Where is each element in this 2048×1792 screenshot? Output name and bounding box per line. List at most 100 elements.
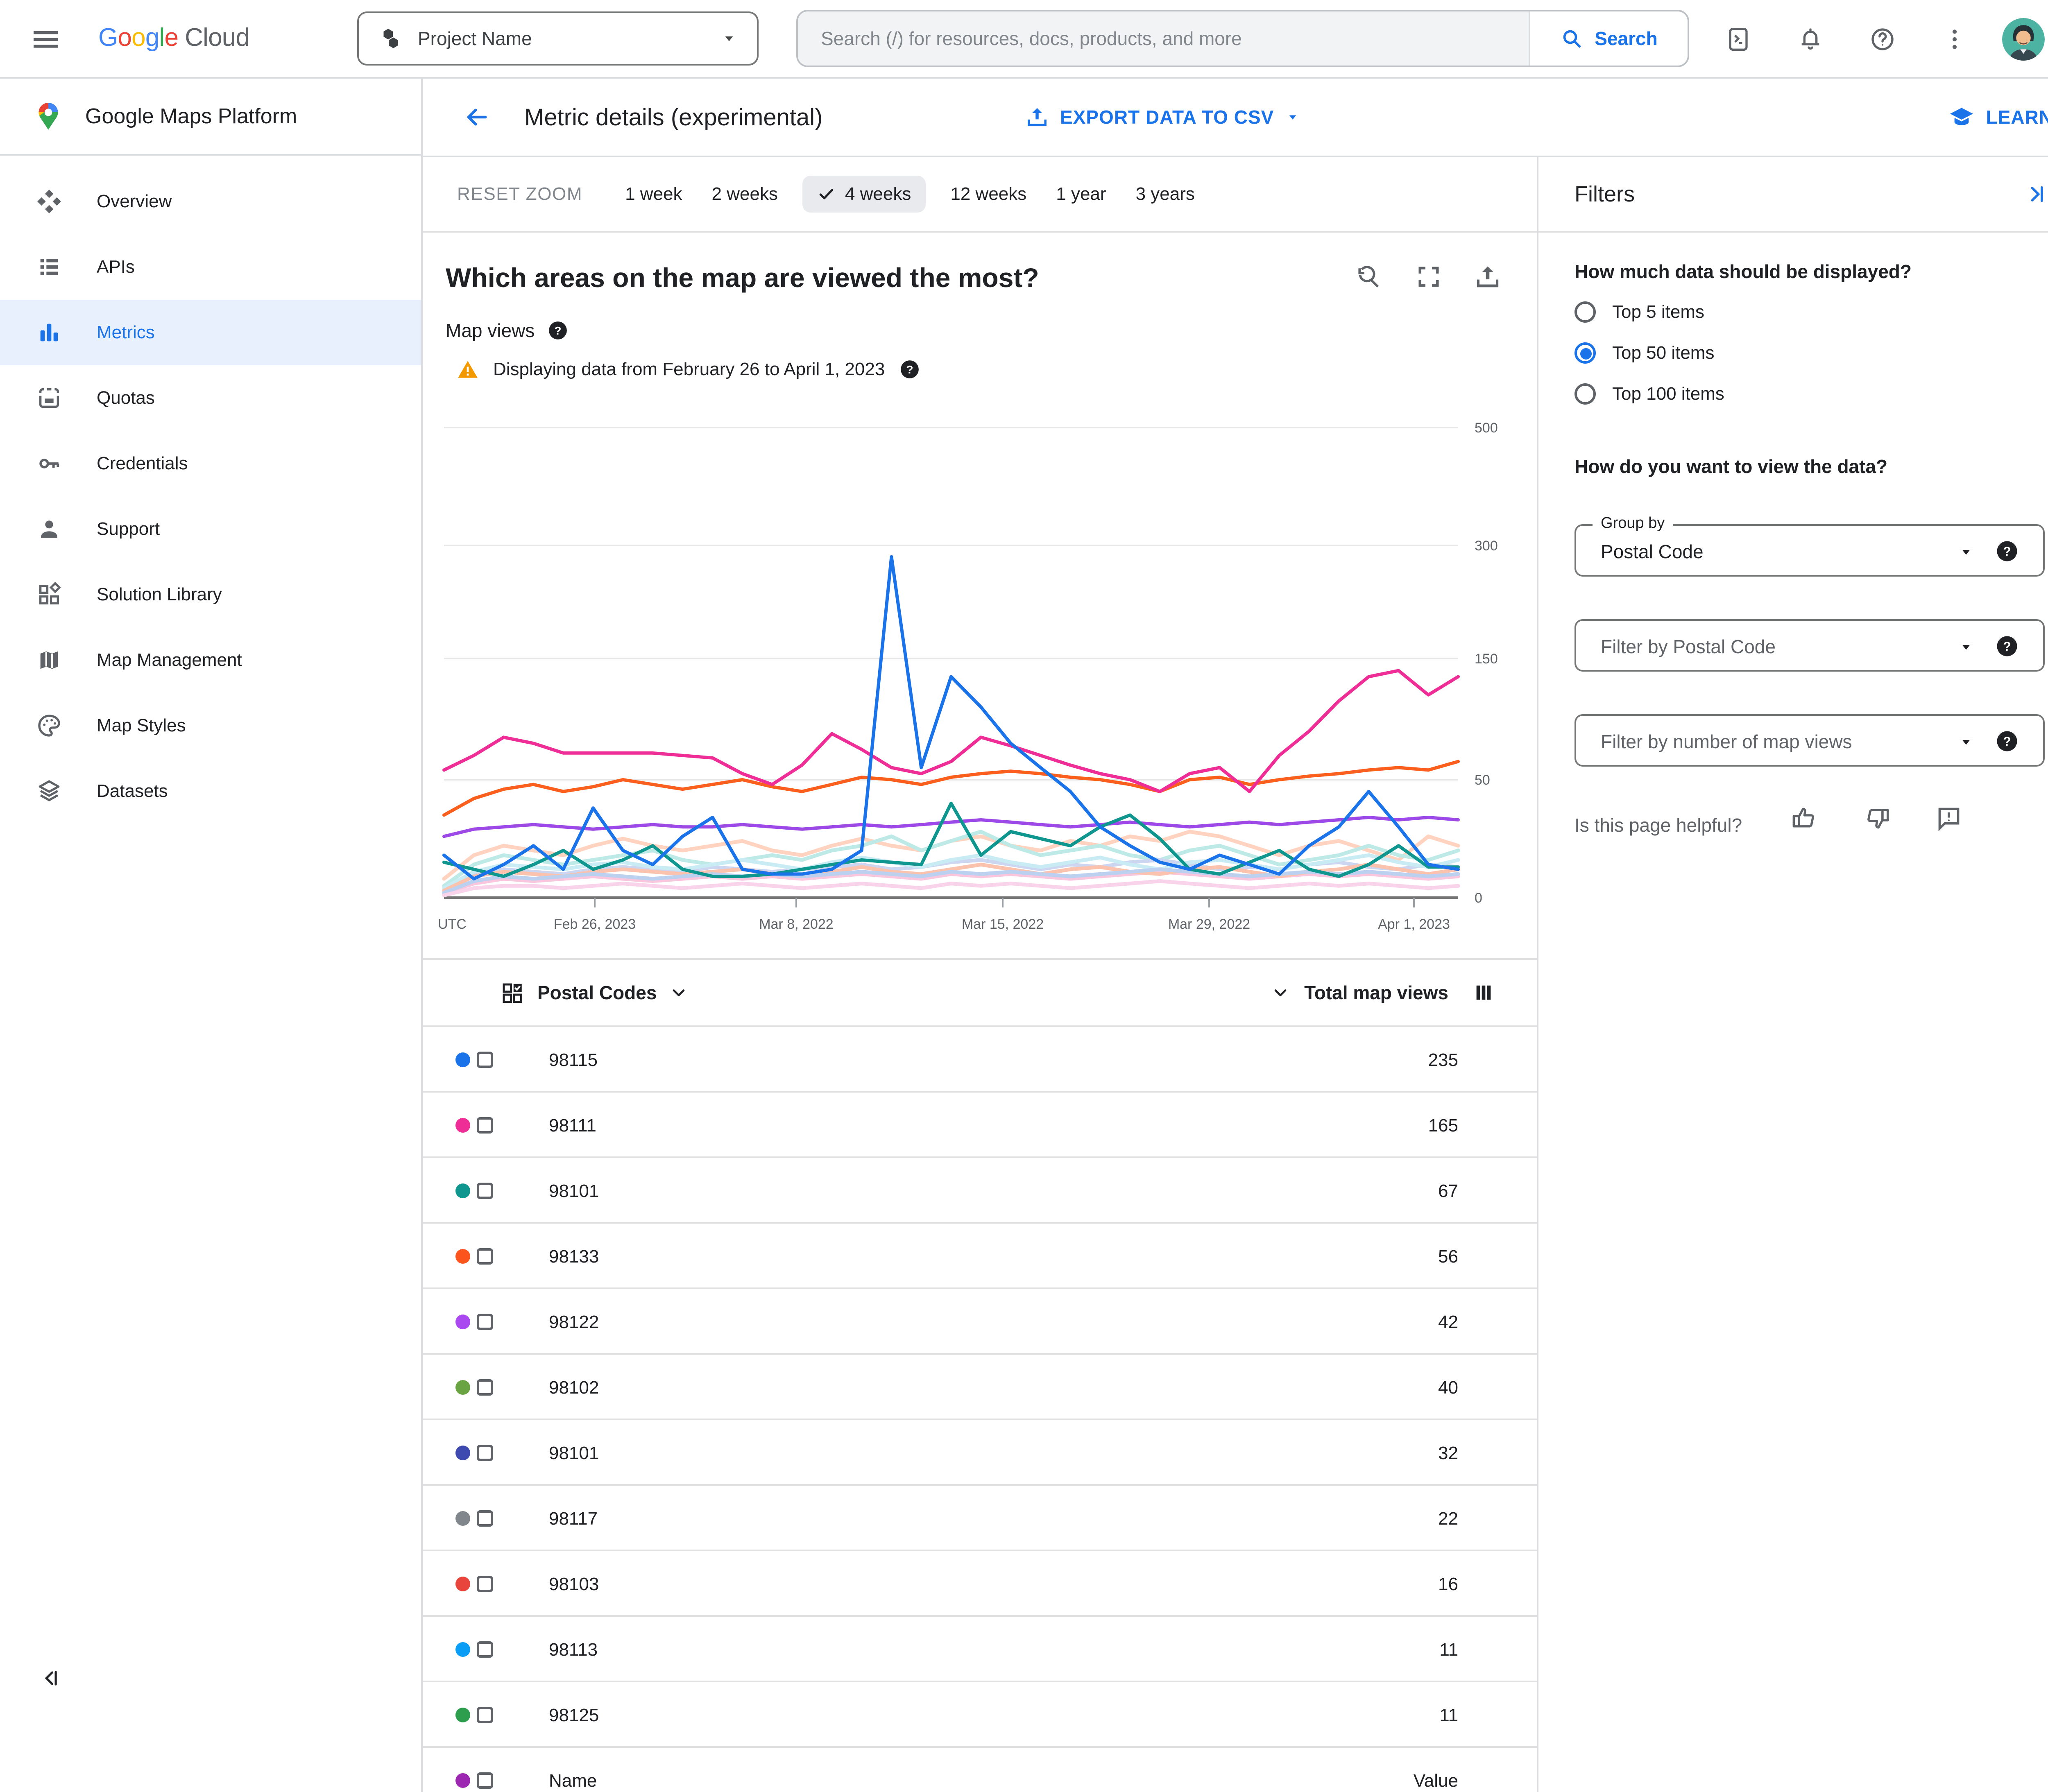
table-row: Name Value: [423, 1748, 1537, 1792]
notifications-icon[interactable]: [1797, 26, 1824, 52]
export-csv-button[interactable]: EXPORT DATA TO CSV: [1026, 106, 1300, 129]
sidebar-item-metrics[interactable]: Metrics: [0, 300, 421, 365]
radio-label: Top 50 items: [1612, 343, 1715, 363]
row-checkbox[interactable]: [477, 1576, 493, 1592]
hamburger-menu-icon[interactable]: [29, 23, 62, 56]
learn-button[interactable]: LEARN: [1948, 104, 2048, 130]
radio-button[interactable]: [1575, 301, 1596, 323]
content-header: Metric details (experimental) EXPORT DAT…: [423, 79, 2048, 157]
postal-code-label: 98101: [549, 1181, 599, 1201]
table-row: 98102 40: [423, 1355, 1537, 1420]
y-axis-tick-label: 300: [1475, 538, 1498, 554]
range-4-weeks[interactable]: 4 weeks: [802, 176, 926, 213]
avatar[interactable]: [2002, 18, 2045, 61]
more-options-icon[interactable]: [1942, 26, 1968, 52]
map-views-value: 40: [1438, 1378, 1458, 1398]
learn-label: LEARN: [1986, 106, 2048, 128]
radio-top-5-items[interactable]: Top 5 items: [1575, 292, 1724, 333]
row-checkbox[interactable]: [477, 1052, 493, 1068]
map-views-value: 235: [1428, 1050, 1458, 1070]
project-icon: [378, 26, 403, 51]
range-12-weeks[interactable]: 12 weeks: [950, 184, 1026, 204]
group-by-column-header[interactable]: Postal Codes: [500, 980, 688, 1005]
range-1-year[interactable]: 1 year: [1056, 184, 1106, 204]
row-checkbox[interactable]: [477, 1314, 493, 1330]
project-selector[interactable]: Project Name: [357, 11, 759, 66]
reset-zoom-button[interactable]: RESET ZOOM: [457, 184, 583, 204]
thumb-down-icon[interactable]: [1864, 804, 1892, 832]
sort-descending-icon[interactable]: [1271, 984, 1289, 1002]
sidebar-item-quotas[interactable]: Quotas: [0, 365, 421, 431]
radio-button[interactable]: [1575, 342, 1596, 364]
logo-cloud-text: Cloud: [185, 23, 250, 52]
x-axis-tick-label: Apr 1, 2023: [1378, 916, 1450, 932]
row-checkbox[interactable]: [477, 1707, 493, 1723]
caret-down-icon: [1958, 734, 1974, 750]
row-checkbox[interactable]: [477, 1510, 493, 1527]
table-header: Postal Codes Total map views: [423, 958, 1537, 1027]
table-row: 98111 165: [423, 1093, 1537, 1158]
filter-map-views-select[interactable]: Filter by number of map views ?: [1575, 714, 2045, 767]
sidebar-item-label: Overview: [97, 191, 172, 211]
solution-library-icon: [36, 581, 62, 608]
row-checkbox[interactable]: [477, 1445, 493, 1461]
series-color-dot: [455, 1577, 470, 1591]
radio-button[interactable]: [1575, 383, 1596, 405]
x-axis-tick-label: Mar 15, 2022: [962, 916, 1044, 932]
datasets-icon: [36, 778, 62, 804]
radio-top-100-items[interactable]: Top 100 items: [1575, 373, 1724, 414]
columns-icon[interactable]: [1473, 982, 1494, 1003]
sidebar-item-map-management[interactable]: Map Management: [0, 627, 421, 693]
range-2-weeks[interactable]: 2 weeks: [712, 184, 778, 204]
sidebar-item-support[interactable]: Support: [0, 496, 421, 562]
value-column-label: Total map views: [1304, 982, 1448, 1003]
sidebar-item-datasets[interactable]: Datasets: [0, 758, 421, 824]
thumb-up-icon[interactable]: [1789, 804, 1817, 832]
help-icon[interactable]: [1869, 26, 1896, 52]
feedback-icon[interactable]: [1935, 804, 1963, 832]
map-management-icon: [36, 647, 62, 673]
cloud-shell-icon[interactable]: [1725, 26, 1751, 52]
row-checkbox[interactable]: [477, 1117, 493, 1134]
range-3-years[interactable]: 3 years: [1136, 184, 1195, 204]
sidebar-item-credentials[interactable]: Credentials: [0, 431, 421, 496]
filter-views-help-icon[interactable]: ?: [1996, 730, 2019, 753]
warning-help-icon[interactable]: ?: [899, 359, 920, 380]
sidebar-item-solution-library[interactable]: Solution Library: [0, 562, 421, 627]
range-label: 1 year: [1056, 184, 1106, 204]
filter-postal-code-select[interactable]: Filter by Postal Code ?: [1575, 619, 2045, 672]
search-button[interactable]: Search: [1529, 11, 1688, 66]
collapse-filters-icon[interactable]: [2025, 183, 2048, 206]
metric-help-icon[interactable]: ?: [548, 320, 568, 341]
search-input[interactable]: [798, 11, 1529, 66]
chart-zoom-icon[interactable]: [1355, 264, 1381, 290]
metric-chart[interactable]: 0 50 150 300 500 Feb 26, 2023 Mar 8, 2022 Mar 1…: [423, 393, 1537, 950]
chart-fullscreen-icon[interactable]: [1416, 264, 1442, 290]
series-color-dot: [455, 1642, 470, 1657]
series-color-dot: [455, 1118, 470, 1133]
back-arrow-icon[interactable]: [464, 104, 490, 130]
row-checkbox[interactable]: [477, 1772, 493, 1789]
range-1-week[interactable]: 1 week: [625, 184, 682, 204]
sidebar-item-overview[interactable]: Overview: [0, 169, 421, 234]
postal-code-label: 98125: [549, 1705, 599, 1725]
group-by-select[interactable]: Group by Postal Code ?: [1575, 514, 2045, 577]
caret-down-icon: [1958, 639, 1974, 655]
group-by-help-icon[interactable]: ?: [1996, 540, 2019, 563]
chevron-down-icon: [670, 984, 688, 1002]
sidebar-item-map-styles[interactable]: Map Styles: [0, 693, 421, 758]
row-checkbox[interactable]: [477, 1641, 493, 1658]
metric-label-row: Map views ?: [446, 319, 568, 342]
filter-postal-help-icon[interactable]: ?: [1996, 635, 2019, 658]
chart-export-icon[interactable]: [1475, 264, 1501, 290]
row-checkbox[interactable]: [477, 1379, 493, 1396]
group-by-value: Postal Code: [1601, 541, 1704, 562]
radio-top-50-items[interactable]: Top 50 items: [1575, 333, 1724, 373]
collapse-sidebar-icon[interactable]: [39, 1668, 61, 1689]
series-line-98101: [442, 801, 1460, 878]
sidebar-item-apis[interactable]: APIs: [0, 234, 421, 300]
value-column-header: Total map views: [1271, 982, 1494, 1004]
row-checkbox[interactable]: [477, 1248, 493, 1265]
row-checkbox[interactable]: [477, 1183, 493, 1199]
map-views-value: 16: [1438, 1574, 1458, 1594]
